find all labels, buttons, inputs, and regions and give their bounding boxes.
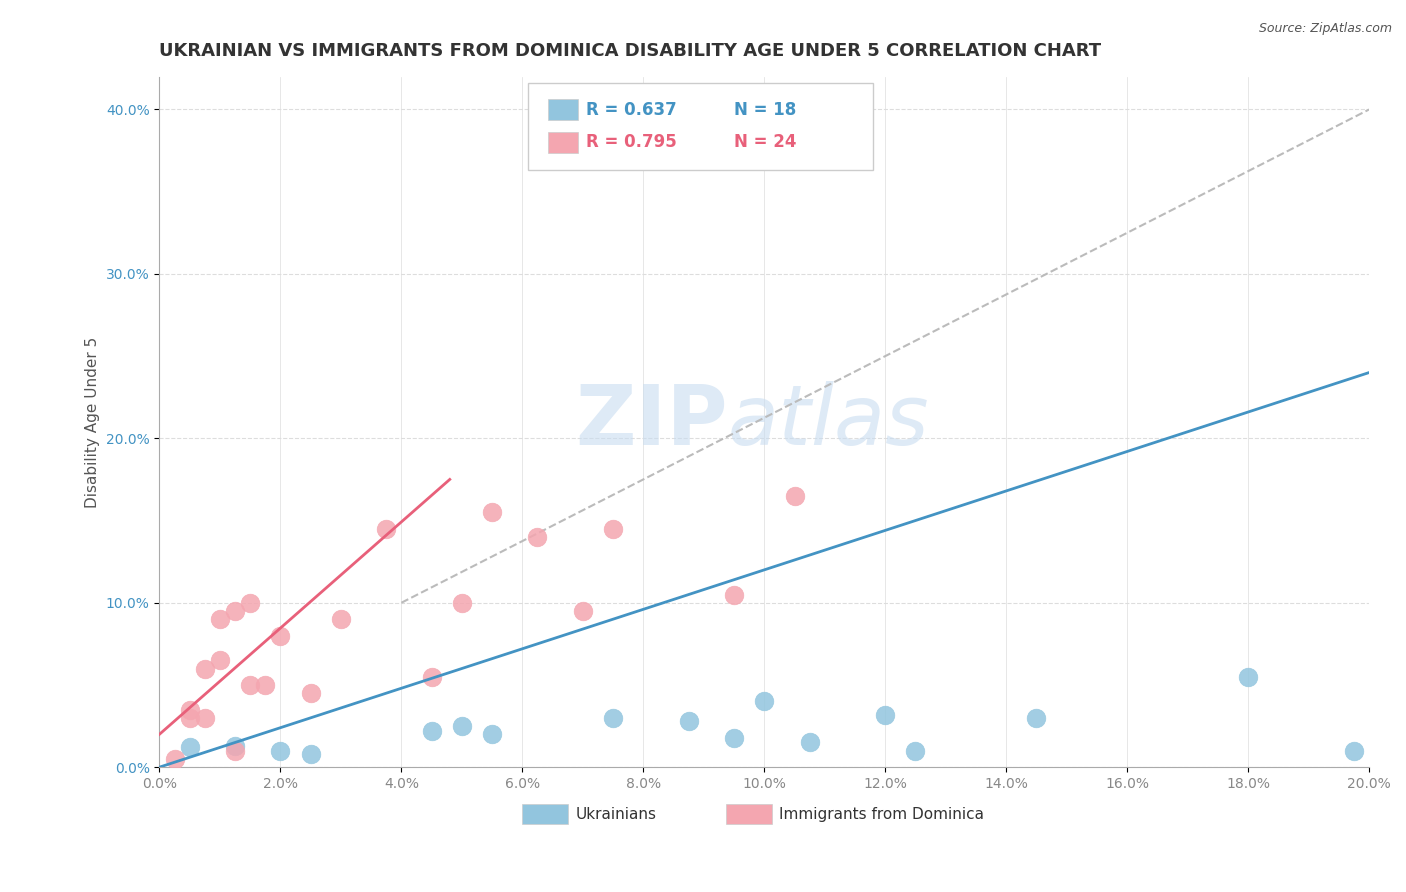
Point	[329, 522, 352, 536]
Text: Ukrainians: Ukrainians	[575, 806, 657, 822]
Point	[583, 670, 606, 684]
Text: ZIP: ZIP	[575, 382, 728, 462]
Point	[378, 587, 401, 601]
FancyBboxPatch shape	[548, 99, 578, 120]
Point	[155, 752, 177, 766]
Point	[281, 727, 304, 741]
Point	[408, 735, 430, 749]
Point	[160, 703, 183, 717]
Point	[378, 731, 401, 745]
Text: UKRAINIAN VS IMMIGRANTS FROM DOMINICA DISABILITY AGE UNDER 5 CORRELATION CHART: UKRAINIAN VS IMMIGRANTS FROM DOMINICA DI…	[159, 42, 1101, 60]
Point	[360, 714, 382, 728]
Text: atlas: atlas	[728, 382, 929, 462]
Text: Source: ZipAtlas.com: Source: ZipAtlas.com	[1258, 22, 1392, 36]
Text: N = 18: N = 18	[734, 101, 796, 119]
Point	[191, 678, 214, 692]
FancyBboxPatch shape	[523, 805, 568, 824]
Point	[179, 744, 201, 758]
Y-axis label: Disability Age Under 5: Disability Age Under 5	[86, 336, 100, 508]
Point	[450, 744, 472, 758]
Point	[160, 740, 183, 755]
Point	[184, 678, 207, 692]
Point	[402, 489, 425, 503]
Point	[626, 744, 648, 758]
Point	[197, 629, 219, 643]
Point	[269, 596, 291, 610]
Text: R = 0.795: R = 0.795	[586, 133, 678, 152]
Text: Immigrants from Dominica: Immigrants from Dominica	[779, 806, 984, 822]
Text: R = 0.637: R = 0.637	[586, 101, 678, 119]
Point	[299, 530, 322, 544]
Point	[166, 661, 188, 675]
Point	[329, 711, 352, 725]
Point	[208, 686, 231, 700]
Point	[281, 505, 304, 519]
Point	[184, 596, 207, 610]
Point	[166, 711, 188, 725]
FancyBboxPatch shape	[725, 805, 772, 824]
Point	[173, 653, 195, 667]
Point	[208, 747, 231, 761]
FancyBboxPatch shape	[529, 84, 873, 169]
Point	[221, 612, 243, 626]
Point	[197, 744, 219, 758]
Point	[160, 711, 183, 725]
Point	[318, 604, 340, 618]
Point	[499, 711, 522, 725]
Point	[801, 201, 824, 215]
Point	[257, 723, 280, 738]
FancyBboxPatch shape	[548, 132, 578, 153]
Point	[173, 612, 195, 626]
Point	[239, 522, 262, 536]
Point	[179, 604, 201, 618]
Point	[257, 670, 280, 684]
Point	[389, 694, 412, 708]
Text: N = 24: N = 24	[734, 133, 797, 152]
Point	[439, 707, 461, 722]
Point	[269, 719, 291, 733]
Point	[179, 739, 201, 753]
